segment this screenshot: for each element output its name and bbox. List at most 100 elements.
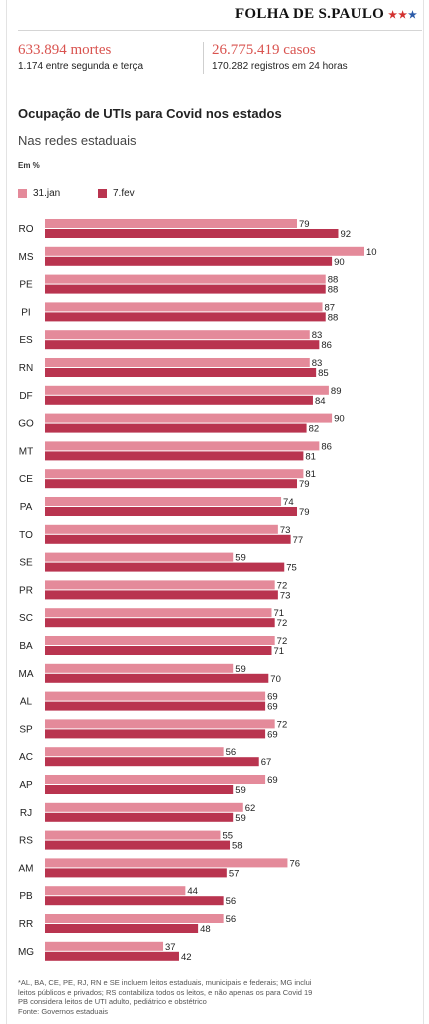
bar-value-label: 67 bbox=[261, 757, 272, 768]
bar-group-ap: AP 69 59 bbox=[19, 775, 278, 796]
bar-value-label: 72 bbox=[277, 618, 288, 629]
category-label: MG bbox=[18, 947, 34, 958]
bar-feb bbox=[45, 229, 339, 238]
category-label: ES bbox=[19, 335, 33, 346]
bar-value-label: 88 bbox=[328, 312, 339, 323]
category-label: RJ bbox=[20, 808, 32, 819]
bar-value-label: 44 bbox=[187, 886, 198, 897]
bar-value-label: 59 bbox=[235, 664, 246, 675]
bar-value-label: 90 bbox=[334, 257, 345, 268]
bar-jan bbox=[45, 719, 275, 729]
bar-feb bbox=[45, 812, 234, 822]
category-label: GO bbox=[18, 419, 34, 430]
bar-feb bbox=[45, 451, 304, 461]
bar-feb bbox=[45, 340, 320, 350]
bar-feb bbox=[45, 368, 317, 377]
bar-feb bbox=[45, 423, 307, 433]
deaths-value: 633.894 mortes bbox=[18, 42, 112, 58]
cases-value: 26.775.419 casos bbox=[212, 42, 316, 58]
bar-jan bbox=[45, 413, 333, 423]
bar-group-ma: MA 59 70 bbox=[19, 663, 281, 685]
category-label: PR bbox=[19, 585, 33, 596]
bar-feb bbox=[45, 534, 291, 544]
bar-jan bbox=[45, 552, 234, 562]
bar-value-label: 88 bbox=[328, 285, 339, 296]
bar-value-label: 89 bbox=[331, 386, 342, 397]
bar-feb bbox=[45, 395, 313, 405]
category-label: CE bbox=[19, 474, 33, 485]
bar-value-label: 55 bbox=[222, 831, 233, 842]
category-label: PA bbox=[20, 502, 33, 513]
cases-stat: 26.775.419 casos 170.282 registros em 24… bbox=[212, 42, 348, 72]
masthead-text: FOLHA DE S.PAULO bbox=[234, 6, 385, 22]
bar-value-label: 72 bbox=[277, 636, 288, 647]
bar-value-label: 90 bbox=[334, 414, 345, 425]
bar-feb bbox=[45, 951, 179, 961]
bar-group-mg: MG 37 42 bbox=[18, 941, 192, 962]
category-label: DF bbox=[19, 391, 32, 402]
bar-feb bbox=[45, 868, 227, 878]
bar-value-label: 77 bbox=[293, 535, 304, 546]
bar-value-label: 88 bbox=[328, 275, 339, 286]
bar-value-label: 74 bbox=[283, 497, 294, 508]
legend-item-feb: 7.fev bbox=[98, 188, 135, 199]
bar-value-label: 59 bbox=[235, 785, 246, 796]
masthead-stars: ★★★ bbox=[388, 10, 418, 21]
bar-feb bbox=[45, 312, 326, 322]
bar-jan bbox=[45, 691, 266, 701]
bar-value-label: 87 bbox=[325, 302, 336, 313]
bar-jan bbox=[45, 830, 221, 840]
bar-jan bbox=[45, 497, 282, 506]
bar-value-label: 58 bbox=[232, 841, 243, 852]
bar-value-label: 69 bbox=[267, 692, 278, 703]
chart-title: Ocupação de UTIs para Covid nos estados bbox=[18, 106, 282, 121]
bar-value-label: 73 bbox=[280, 525, 291, 536]
bar-group-am: AM 76 57 bbox=[19, 858, 300, 879]
bar-jan bbox=[45, 608, 272, 618]
bar-value-label: 76 bbox=[289, 858, 300, 869]
bar-value-label: 83 bbox=[312, 358, 323, 369]
cases-detail: 170.282 registros em 24 horas bbox=[212, 61, 348, 72]
bar-value-label: 69 bbox=[267, 775, 278, 786]
bar-feb bbox=[45, 256, 333, 266]
bar-group-rr: RR 56 48 bbox=[19, 914, 236, 935]
bar-feb bbox=[45, 840, 231, 850]
bar-jan bbox=[45, 886, 186, 896]
bar-jan bbox=[45, 302, 323, 312]
frame-right-edge bbox=[423, 0, 424, 1024]
bar-feb bbox=[45, 701, 266, 711]
bar-jan bbox=[45, 524, 278, 534]
bar-jan bbox=[45, 663, 234, 673]
bar-jan bbox=[45, 246, 364, 256]
bar-value-label: 62 bbox=[245, 803, 256, 814]
star-icon-blue: ★ bbox=[408, 10, 418, 21]
bar-feb bbox=[45, 562, 285, 572]
bar-value-label: 59 bbox=[235, 813, 246, 824]
bar-value-label: 92 bbox=[340, 229, 351, 240]
bar-feb bbox=[45, 924, 199, 933]
bar-jan bbox=[45, 469, 304, 479]
bar-jan bbox=[45, 775, 266, 784]
category-label: MS bbox=[19, 252, 34, 263]
bar-value-label: 70 bbox=[270, 674, 281, 685]
bar-value-label: 71 bbox=[273, 608, 284, 619]
bar-value-label: 79 bbox=[299, 479, 310, 490]
bar-jan bbox=[45, 941, 164, 951]
bar-value-label: 71 bbox=[273, 646, 284, 657]
category-label: RN bbox=[19, 363, 33, 374]
bar-value-label: 85 bbox=[318, 368, 329, 379]
bar-feb bbox=[45, 673, 269, 683]
chart-unit: Em % bbox=[18, 161, 40, 170]
bar-value-label: 42 bbox=[181, 952, 192, 962]
stats-divider bbox=[203, 42, 204, 74]
masthead-logo[interactable]: FOLHA DE S.PAULO ★★★ bbox=[235, 6, 418, 23]
bar-jan bbox=[45, 330, 310, 340]
